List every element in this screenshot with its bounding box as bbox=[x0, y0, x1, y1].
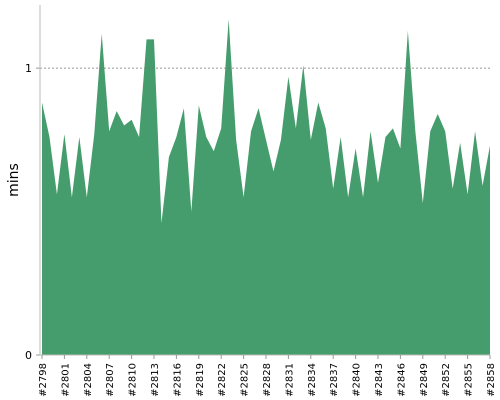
x-tick-label: #2816 bbox=[172, 363, 183, 397]
area bbox=[42, 19, 490, 355]
x-tick-label: #2804 bbox=[83, 363, 94, 397]
x-tick-label: #2801 bbox=[60, 363, 71, 397]
x-tick-label: #2843 bbox=[374, 363, 385, 397]
y-tick-label: 0 bbox=[25, 349, 32, 362]
x-tick-label: #2840 bbox=[352, 363, 363, 397]
x-tick-label: #2807 bbox=[105, 363, 116, 397]
x-tick-label: #2819 bbox=[195, 363, 206, 397]
y-tick-label: 1 bbox=[25, 62, 32, 75]
x-tick-label: #2810 bbox=[128, 363, 139, 397]
x-tick-label: #2846 bbox=[396, 363, 407, 397]
x-tick-label: #2798 bbox=[38, 363, 49, 397]
x-tick-label: #2837 bbox=[329, 363, 340, 397]
x-tick-label: #2813 bbox=[150, 363, 161, 397]
y-axis-label: mins bbox=[6, 163, 22, 197]
x-tick-label: #2825 bbox=[240, 363, 251, 397]
x-tick-label: #2858 bbox=[486, 363, 497, 397]
x-tick-label: #2828 bbox=[262, 363, 273, 397]
x-tick-label: #2855 bbox=[464, 363, 475, 397]
x-tick-label: #2831 bbox=[284, 363, 295, 397]
x-tick-label: #2852 bbox=[441, 363, 452, 397]
x-tick-label: #2849 bbox=[419, 363, 430, 397]
x-tick-label: #2834 bbox=[307, 363, 318, 397]
x-tick-label: #2822 bbox=[217, 363, 228, 397]
